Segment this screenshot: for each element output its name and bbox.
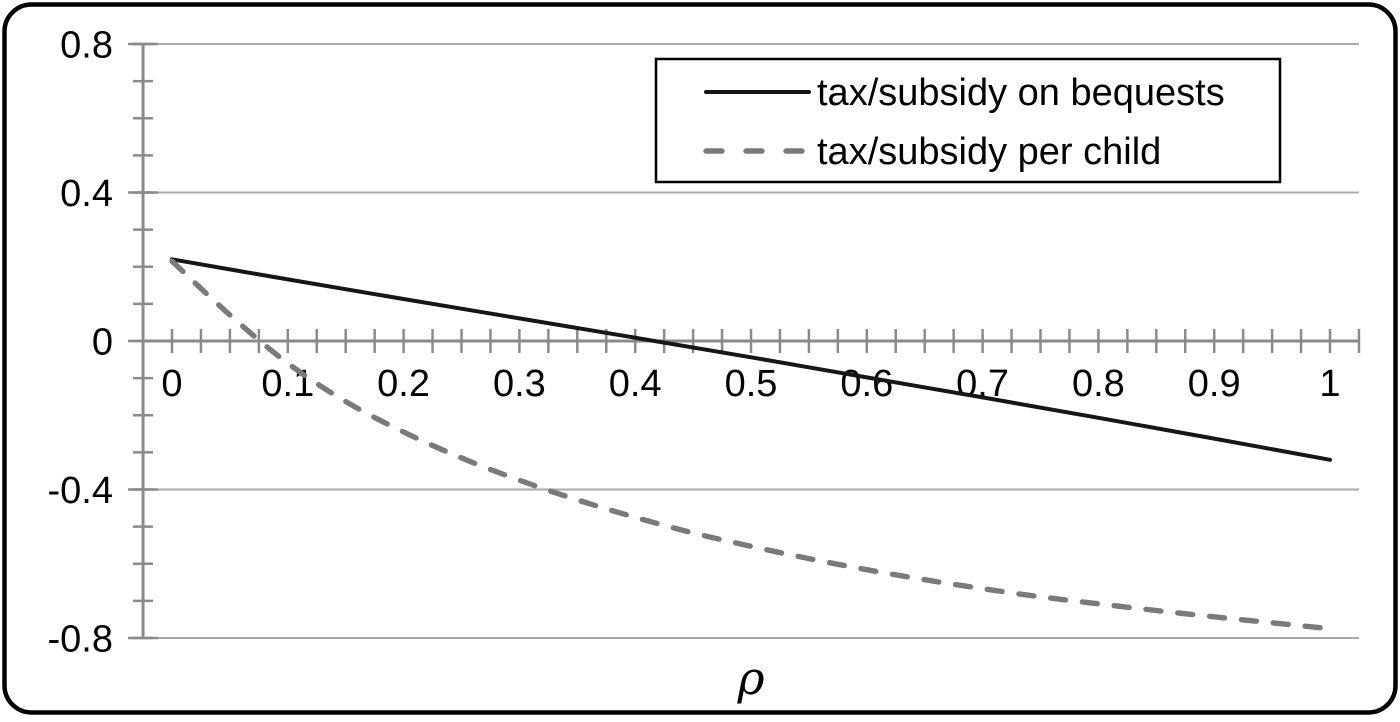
x-tick-label: 0 xyxy=(161,363,182,405)
legend-label-0: tax/subsidy on bequests xyxy=(817,72,1225,114)
x-tick-label: 0.6 xyxy=(840,363,893,405)
y-tick-label: 0.8 xyxy=(60,25,113,67)
x-tick-label: 0.9 xyxy=(1188,363,1241,405)
y-tick-label: -0.4 xyxy=(48,470,113,512)
legend-box xyxy=(654,57,1282,184)
series-line-0 xyxy=(170,257,1332,462)
legend-label-1: tax/subsidy per child xyxy=(817,131,1161,173)
y-tick-label: 0 xyxy=(92,322,113,364)
series-line-1 xyxy=(169,258,1333,632)
y-tick-label: -0.8 xyxy=(48,619,113,661)
x-tick-label: 0.1 xyxy=(261,363,314,405)
y-tick-label: 0.4 xyxy=(60,173,113,215)
x-tick-label: 0.4 xyxy=(609,363,662,405)
x-tick-label: 0.5 xyxy=(725,363,778,405)
x-tick-label: 0.3 xyxy=(493,363,546,405)
x-tick-label: 1 xyxy=(1319,363,1340,405)
x-tick-label: 0.2 xyxy=(377,363,430,405)
x-axis-title: ρ xyxy=(736,651,764,705)
x-tick-label: 0.8 xyxy=(1072,363,1125,405)
